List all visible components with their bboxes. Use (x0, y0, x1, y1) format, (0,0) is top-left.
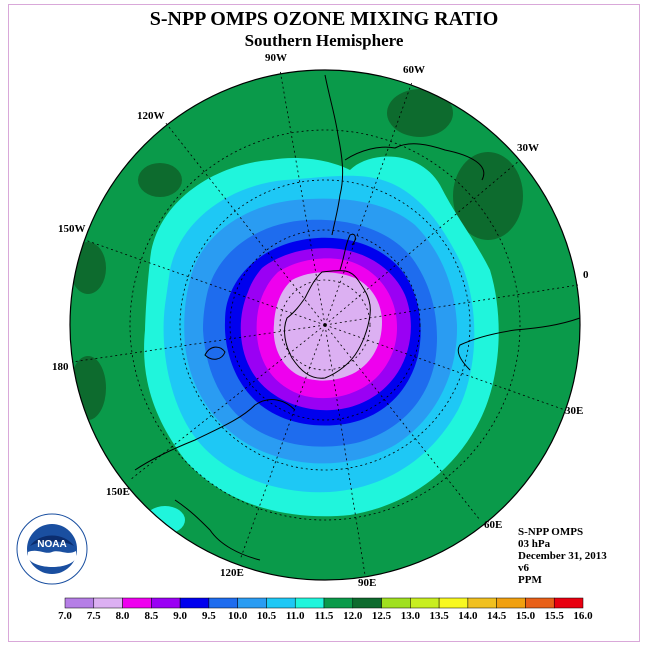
high-blob-120w (138, 163, 182, 197)
noaa-logo: NOAA (16, 513, 88, 585)
lat-circle-80s (279, 279, 371, 371)
lon-label-90e: 90E (358, 577, 376, 589)
antarctica-coast (284, 269, 371, 379)
colorbar-tick-label: 8.0 (116, 610, 130, 622)
colorbar: 7.0 7.5 8.0 8.5 9.0 9.5 10.0 10.5 11.0 11.5 12.0 12… (58, 597, 593, 622)
colorbar-tick-label: 10.0 (228, 610, 248, 622)
meridian-120w (164, 121, 326, 326)
colorbar-segment (381, 597, 411, 609)
meridian-150e (129, 324, 326, 481)
colorbar-tick-label: 15.0 (516, 610, 536, 622)
colorbar-segment (93, 597, 123, 609)
chart-title: S-NPP OMPS OZONE MIXING RATIO (149, 8, 499, 30)
meridian-60w (324, 81, 413, 326)
colorbar-tick-label: 12.5 (372, 610, 392, 622)
lon-label-90w: 90W (265, 52, 287, 64)
colorbar-segment (467, 597, 497, 609)
info-level: 03 hPa (518, 538, 551, 550)
colorbar-tick-label: 11.0 (286, 610, 305, 622)
info-version: v6 (518, 562, 529, 574)
colorbar-segment (553, 597, 584, 609)
lon-label-120e: 120E (220, 567, 244, 579)
lat-circle-50s (129, 129, 521, 521)
noaa-logo-text: NOAA (37, 539, 66, 550)
colorbar-tick-label: 7.5 (87, 610, 101, 622)
lon-label-120w: 120W (137, 110, 165, 122)
meridian-90w (279, 69, 326, 326)
colorbar-tick-label: 14.0 (458, 610, 478, 622)
low-blob-150e (145, 506, 185, 534)
colorbar-segment (294, 597, 325, 609)
figure-frame (8, 4, 640, 642)
high-blob-180 (70, 356, 106, 420)
colorbar-segment (496, 597, 526, 609)
info-date: December 31, 2013 (518, 550, 607, 562)
colorbar-segment (151, 597, 181, 609)
colorbar-segment (237, 597, 267, 609)
lon-label-60e: 60E (484, 519, 502, 531)
lon-label-60w: 60W (403, 64, 425, 76)
colorbar-segment (179, 597, 210, 609)
chart-subtitle: Southern Hemisphere (244, 31, 404, 50)
africa-coast (457, 317, 581, 371)
lon-label-0: 0 (583, 269, 589, 281)
high-blob-150w (70, 242, 106, 294)
graticule (71, 69, 579, 576)
colorbar-segment (438, 597, 469, 609)
lon-label-180: 180 (52, 361, 69, 373)
high-blob-60w (387, 89, 453, 137)
colorbar-tick-label: 13.5 (429, 610, 449, 622)
meridian-60e (324, 324, 481, 521)
map-boundary (69, 69, 581, 581)
lon-label-150e: 150E (106, 486, 130, 498)
lon-label-30e: 30E (565, 405, 583, 417)
colorbar-tick-label: 9.5 (202, 610, 216, 622)
ozone-field (70, 70, 580, 580)
antarctic-peninsula (339, 233, 356, 271)
south-america-coast (324, 74, 485, 236)
lon-label-30w: 30W (517, 142, 539, 154)
colorbar-segment (266, 597, 296, 609)
high-blob-30w (453, 152, 523, 240)
colorbar-tick-label: 12.0 (343, 610, 363, 622)
noaa-logo-bird (30, 535, 74, 546)
lon-label-150w: 150W (58, 223, 86, 235)
meridian-120e (239, 324, 326, 561)
colorbar-segment (525, 597, 555, 609)
colorbar-tick-label: 7.0 (58, 610, 72, 622)
contour-7-5 (273, 272, 382, 381)
colorbar-tick-label: 13.0 (401, 610, 421, 622)
colorbar-segment (208, 597, 238, 609)
colorbar-tick-label: 15.5 (545, 610, 565, 622)
colorbar-tick-label: 11.5 (315, 610, 334, 622)
colorbar-tick-label: 16.0 (573, 610, 593, 622)
new-zealand-coast (204, 346, 226, 360)
longitude-labels: 90W 60W 30W 0 120W 150W 180 30E 60E 90E … (52, 52, 589, 589)
lat-circle-60s (179, 179, 471, 471)
colorbar-segment (122, 597, 152, 609)
colorbar-segment (352, 597, 382, 609)
lat-circle-70s (229, 229, 421, 421)
colorbar-segment (410, 597, 440, 609)
colorbar-tick-label: 10.5 (257, 610, 277, 622)
noaa-logo-wave (28, 550, 76, 567)
colorbar-segment (64, 597, 95, 609)
colorbar-tick-label: 8.5 (144, 610, 158, 622)
colorbar-tick-label: 9.0 (173, 610, 187, 622)
meridian-90e (324, 324, 366, 576)
info-instrument: S-NPP OMPS (518, 526, 584, 538)
colorbar-segment (323, 597, 354, 609)
colorbar-tick-label: 14.5 (487, 610, 507, 622)
info-units: PPM (518, 574, 542, 586)
